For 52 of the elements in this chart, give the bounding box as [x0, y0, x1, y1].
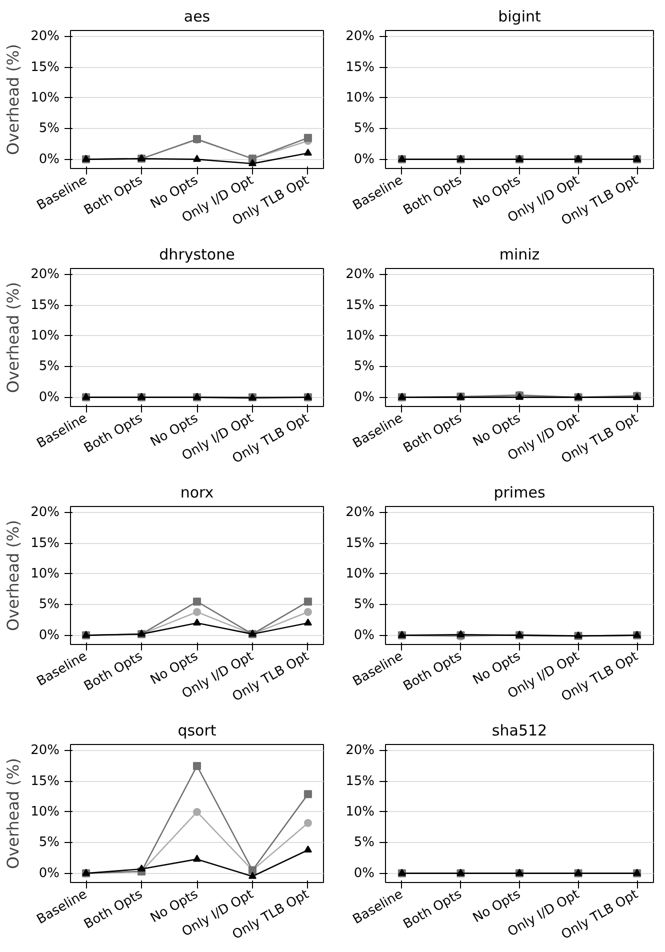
- y-tick-label: 20%: [30, 743, 60, 758]
- y-tick-label: 5%: [354, 835, 374, 850]
- y-tick-label: 5%: [354, 121, 374, 136]
- y-tick-label: 20%: [346, 29, 375, 44]
- y-axis-title: Overhead (%): [4, 44, 23, 155]
- y-tick-label: 20%: [30, 267, 60, 282]
- y-tick-label: 5%: [38, 121, 60, 136]
- y-tick-label: 0%: [354, 152, 374, 167]
- y-tick-label: 15%: [346, 298, 375, 313]
- y-tick-label: 15%: [346, 60, 375, 75]
- y-tick-label: 0%: [38, 628, 60, 643]
- y-tick-label: 20%: [30, 29, 60, 44]
- y-tick-label: 0%: [354, 628, 374, 643]
- y-axis-title: Overhead (%): [4, 282, 23, 393]
- y-tick-label: 0%: [38, 390, 60, 405]
- y-tick-label: 10%: [30, 804, 60, 820]
- chart-title: miniz: [499, 246, 540, 264]
- y-tick-label: 10%: [30, 90, 60, 106]
- y-tick-label: 0%: [354, 390, 374, 405]
- y-tick-label: 15%: [30, 298, 60, 313]
- y-tick-label: 10%: [346, 804, 375, 820]
- y-tick-label: 10%: [346, 566, 375, 582]
- y-tick-label: 15%: [30, 60, 60, 75]
- chart-title: aes: [184, 8, 210, 26]
- y-tick-label: 15%: [30, 536, 60, 551]
- y-tick-label: 20%: [30, 505, 60, 520]
- y-tick-label: 15%: [30, 774, 60, 789]
- chart-title: qsort: [178, 722, 216, 740]
- y-tick-label: 15%: [346, 774, 375, 789]
- chart-title: primes: [494, 484, 546, 502]
- y-tick-label: 10%: [346, 328, 375, 344]
- y-tick-label: 10%: [30, 328, 60, 344]
- chart-title: bigint: [498, 8, 541, 26]
- y-tick-label: 5%: [354, 597, 374, 612]
- y-tick-label: 5%: [38, 597, 60, 612]
- y-tick-label: 0%: [354, 866, 374, 881]
- y-tick-label: 10%: [346, 90, 375, 106]
- y-axis-title: Overhead (%): [4, 520, 23, 631]
- chart-title: sha512: [492, 722, 548, 740]
- y-tick-label: 15%: [346, 536, 375, 551]
- y-tick-label: 20%: [346, 267, 375, 282]
- y-tick-label: 5%: [38, 359, 60, 374]
- y-tick-label: 20%: [346, 743, 375, 758]
- y-tick-label: 5%: [38, 835, 60, 850]
- y-tick-label: 5%: [354, 359, 374, 374]
- y-tick-label: 0%: [38, 866, 60, 881]
- chart-title: dhrystone: [159, 246, 235, 264]
- y-tick-label: 10%: [30, 566, 60, 582]
- y-axis-title: Overhead (%): [4, 758, 23, 869]
- chart-title: norx: [180, 484, 214, 502]
- y-tick-label: 0%: [38, 152, 60, 167]
- y-tick-label: 20%: [346, 505, 375, 520]
